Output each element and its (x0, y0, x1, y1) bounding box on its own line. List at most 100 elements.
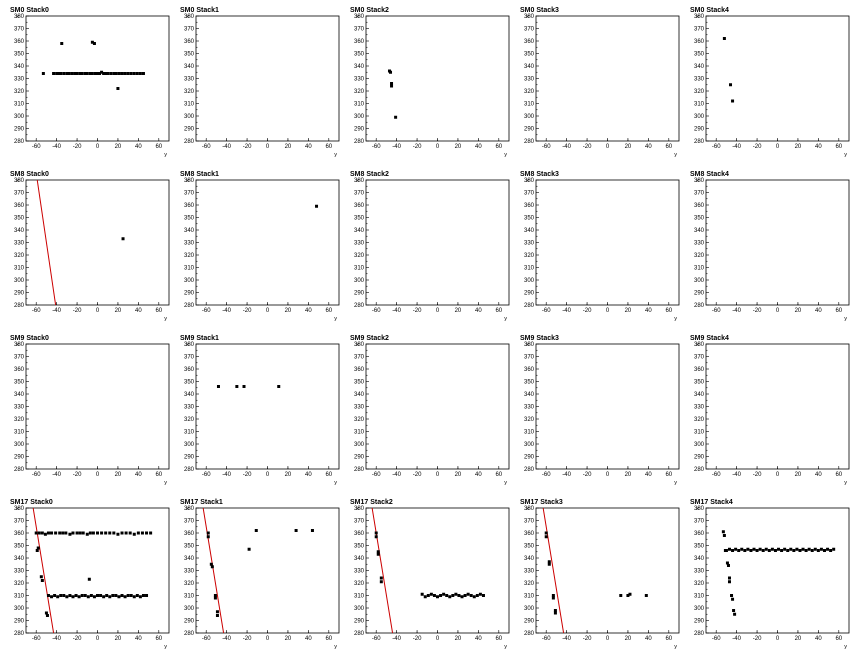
data-point (727, 580, 731, 584)
data-point (36, 546, 40, 550)
data-point (68, 594, 72, 597)
y-tick-label: 300 (14, 606, 25, 612)
y-tick-label: 300 (14, 278, 25, 284)
y-tick-label: 290 (694, 127, 705, 133)
data-point (59, 594, 63, 597)
y-tick-label: 350 (524, 380, 535, 386)
data-point (138, 72, 142, 75)
y-tick-label: 330 (694, 241, 705, 247)
data-point (731, 549, 735, 552)
x-tick-label: 0 (606, 144, 610, 150)
y-tick-label: 350 (184, 544, 195, 550)
y-tick-label: 350 (14, 380, 25, 386)
x-tick-label: -40 (562, 636, 571, 642)
data-point (50, 531, 54, 535)
y-tick-label: 310 (14, 102, 25, 108)
data-point (100, 531, 104, 535)
y-axis-label: x (186, 14, 189, 20)
x-tick-label: -20 (243, 144, 252, 150)
data-point (819, 547, 823, 551)
x-tick-label: 20 (455, 636, 462, 642)
data-point (60, 42, 64, 45)
y-tick-label: 290 (14, 127, 25, 133)
data-point (551, 594, 555, 597)
y-tick-label: 370 (524, 355, 535, 361)
x-tick-label: 40 (645, 636, 652, 642)
x-tick-label: 0 (96, 472, 100, 478)
data-point (294, 529, 298, 532)
chart-panel: SM17 Stack3 280 290 300 310 320 330 340 350 360 37… (510, 492, 680, 656)
data-point (62, 594, 66, 597)
y-tick-label: 290 (184, 619, 195, 625)
scatter-plot: SM8 Stack4 280 290 300 310 320 330 340 350 360 370… (690, 171, 850, 322)
scatter-plot: SM17 Stack3 280 290 300 310 320 330 340 350 360 37… (520, 499, 680, 650)
x-axis-label: y (164, 480, 167, 486)
y-tick-label: 360 (354, 39, 365, 45)
x-tick-label: 20 (625, 144, 632, 150)
y-tick-label: 340 (354, 392, 365, 398)
data-point (206, 531, 210, 535)
chart-panel: SM0 Stack3 280 290 300 310 320 330 340 350 360 370… (510, 0, 680, 164)
x-tick-label: 0 (266, 144, 270, 150)
y-tick-label: 300 (524, 114, 535, 120)
y-tick-label: 310 (524, 266, 535, 272)
y-tick-label: 380 (14, 178, 25, 184)
data-point (88, 72, 92, 75)
plot-frame (535, 15, 680, 142)
data-point (104, 531, 108, 535)
y-tick-label: 380 (184, 342, 195, 348)
data-point (451, 594, 455, 597)
data-point (792, 549, 796, 552)
y-tick-label: 290 (694, 619, 705, 625)
x-tick-label: 60 (325, 636, 332, 642)
y-tick-label: 330 (14, 77, 25, 83)
y-tick-label: 280 (524, 467, 535, 473)
y-tick-label: 310 (184, 594, 195, 600)
data-point (92, 595, 96, 599)
data-point (544, 531, 548, 535)
y-tick-label: 300 (184, 114, 195, 120)
y-tick-label: 340 (14, 228, 25, 234)
chart-panel: SM9 Stack2 280 290 300 310 320 330 340 350 360 370… (340, 328, 510, 492)
y-tick-label: 320 (14, 417, 25, 423)
chart-panel: SM9 Stack0 280 290 300 310 320 330 340 350 360 370… (0, 328, 170, 492)
scatter-plot: SM8 Stack2 280 290 300 310 320 330 340 350 360 370… (350, 171, 510, 322)
y-tick-label: 300 (184, 606, 195, 612)
plot-frame (365, 343, 510, 470)
data-point (746, 547, 750, 551)
y-tick-label: 290 (694, 455, 705, 461)
y-tick-label: 380 (694, 506, 705, 512)
x-tick-label: -40 (732, 308, 741, 314)
y-axis-label: x (696, 342, 699, 348)
data-point (478, 592, 482, 596)
y-tick-label: 350 (354, 216, 365, 222)
data-point (75, 531, 79, 535)
data-point (475, 594, 479, 597)
chart-panel: SM17 Stack0 280 290 300 310 320 330 340 350 360 37… (0, 492, 170, 656)
data-point (86, 595, 90, 599)
chart-panel: SM8 Stack4 280 290 300 310 320 330 340 350 360 370… (680, 164, 850, 328)
y-tick-label: 330 (524, 405, 535, 411)
y-axis-label: x (526, 178, 529, 184)
x-axis-label: y (504, 644, 507, 650)
data-point (126, 72, 130, 75)
x-tick-label: 60 (325, 308, 332, 314)
plot-frame (705, 507, 850, 634)
y-tick-label: 370 (694, 191, 705, 197)
x-tick-label: -40 (562, 472, 571, 478)
x-tick-label: -20 (583, 472, 592, 478)
y-tick-label: 320 (184, 89, 195, 95)
x-tick-label: 60 (665, 308, 672, 314)
x-tick-label: 20 (285, 144, 292, 150)
x-tick-label: 40 (135, 636, 142, 642)
x-tick-label: 60 (835, 472, 842, 478)
chart-title: SM0 Stack4 (690, 7, 729, 14)
data-point (128, 531, 132, 535)
y-tick-label: 290 (524, 455, 535, 461)
y-tick-label: 350 (354, 52, 365, 58)
plot-frame (195, 179, 340, 306)
x-tick-label: -20 (413, 472, 422, 478)
x-tick-label: 20 (795, 636, 802, 642)
data-point (429, 592, 433, 596)
x-tick-label: -40 (562, 144, 571, 150)
